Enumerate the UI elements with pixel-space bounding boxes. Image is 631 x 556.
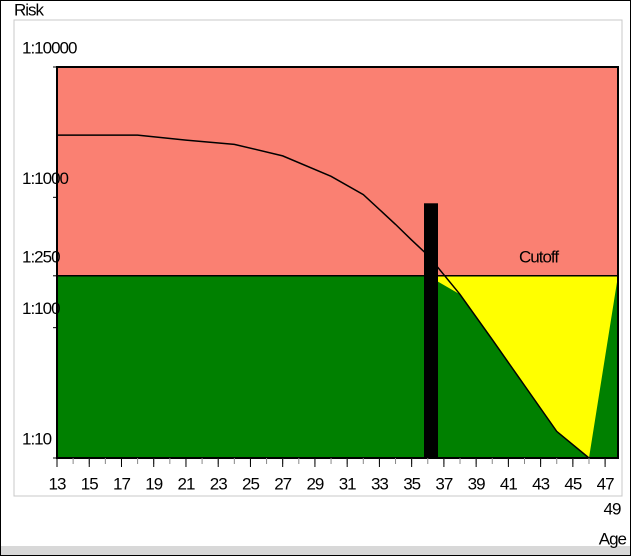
x-tick-label: 47 bbox=[597, 474, 614, 493]
x-tick-label: 43 bbox=[532, 474, 549, 493]
x-tick-label: 49 bbox=[604, 499, 621, 518]
plot-border bbox=[56, 66, 619, 459]
y-tick-label: 1:10000 bbox=[22, 38, 77, 57]
x-tick-label: 17 bbox=[113, 474, 130, 493]
x-tick-label: 19 bbox=[145, 474, 162, 493]
risk-curve bbox=[57, 134, 590, 459]
y-tick-label: 1:10 bbox=[22, 429, 52, 448]
cutoff-label: Cutoff bbox=[519, 247, 559, 266]
x-tick-label: 27 bbox=[274, 474, 291, 493]
x-tick-label: 35 bbox=[403, 474, 420, 493]
y-tick-label: 1:1000 bbox=[22, 169, 69, 188]
y-axis-label: Risk bbox=[14, 0, 45, 19]
x-tick-label: 21 bbox=[178, 474, 195, 493]
y-tick-label: 1:250 bbox=[22, 247, 60, 266]
x-tick-label: 29 bbox=[306, 474, 323, 493]
patient-marker bbox=[424, 203, 438, 458]
x-tick-label: 33 bbox=[371, 474, 388, 493]
y-tick-label: 1:100 bbox=[22, 299, 60, 318]
x-tick-label: 39 bbox=[468, 474, 485, 493]
x-tick-label: 13 bbox=[49, 474, 66, 493]
x-tick-label: 41 bbox=[500, 474, 517, 493]
x-tick-label: 15 bbox=[81, 474, 98, 493]
x-tick-label: 25 bbox=[242, 474, 259, 493]
high-risk-region bbox=[57, 67, 618, 276]
x-axis-label: Age bbox=[599, 529, 627, 548]
status-bar bbox=[1, 546, 630, 555]
x-tick-label: 45 bbox=[564, 474, 581, 493]
x-tick-label: 37 bbox=[435, 474, 452, 493]
x-tick-label: 31 bbox=[339, 474, 356, 493]
x-tick-label: 23 bbox=[210, 474, 227, 493]
low-risk-region bbox=[57, 275, 618, 458]
